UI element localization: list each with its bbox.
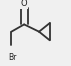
Text: Br: Br bbox=[9, 53, 17, 62]
Text: O: O bbox=[21, 0, 27, 8]
